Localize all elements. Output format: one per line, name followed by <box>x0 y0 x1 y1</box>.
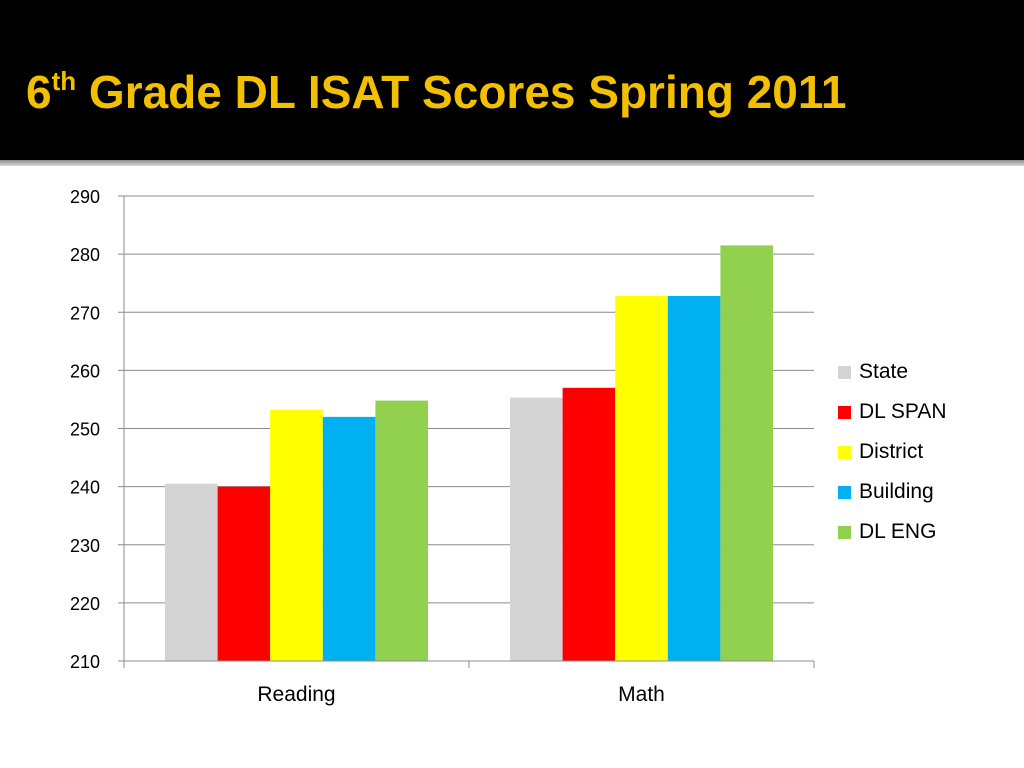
legend-swatch <box>838 485 851 499</box>
slide-header: 6th Grade DL ISAT Scores Spring 2011 <box>0 0 1024 160</box>
bar-dl-eng-math <box>720 245 773 661</box>
legend-item: District <box>838 432 947 472</box>
bar-district-math <box>615 295 668 661</box>
title-text: Grade DL ISAT Scores Spring 2011 <box>76 66 847 118</box>
y-tick-label: 220 <box>70 594 100 614</box>
bar-state-math <box>510 397 563 661</box>
bar-dl-span-reading <box>217 486 271 661</box>
slide-title: 6th Grade DL ISAT Scores Spring 2011 <box>26 62 847 122</box>
bar-state-reading <box>165 483 218 661</box>
y-tick-label: 250 <box>70 420 100 440</box>
legend-swatch <box>838 365 851 379</box>
x-tick-label: Math <box>618 683 665 706</box>
y-tick-label: 270 <box>70 303 100 323</box>
legend-item: DL ENG <box>838 512 947 552</box>
bar-dl-eng-reading <box>375 400 428 661</box>
y-tick-label: 230 <box>70 536 100 556</box>
y-tick-label: 260 <box>70 361 100 381</box>
legend-label: DL SPAN <box>859 400 947 423</box>
legend-item: DL SPAN <box>838 392 947 432</box>
legend-label: District <box>859 440 924 463</box>
legend-swatch <box>838 525 851 539</box>
title-number: 6 <box>26 66 52 118</box>
legend-item: Building <box>838 472 947 512</box>
x-tick-label: Reading <box>257 683 335 706</box>
y-tick-label: 210 <box>70 652 100 672</box>
bar-building-reading <box>322 416 376 661</box>
bar-district-reading <box>270 409 323 661</box>
legend-item: State <box>838 352 947 392</box>
chart-legend: State DL SPAN District Building DL ENG <box>838 352 947 552</box>
title-superscript: th <box>51 66 77 96</box>
legend-swatch <box>838 445 851 459</box>
y-tick-label: 290 <box>70 187 100 207</box>
header-divider <box>0 160 1024 166</box>
legend-label: DL ENG <box>859 520 937 543</box>
bar-building-math <box>667 295 721 661</box>
legend-label: State <box>859 360 909 383</box>
y-tick-label: 240 <box>70 478 100 498</box>
bar-dl-span-math <box>562 387 616 661</box>
legend-swatch <box>838 405 851 419</box>
legend-label: Building <box>859 480 934 503</box>
y-tick-label: 280 <box>70 245 100 265</box>
